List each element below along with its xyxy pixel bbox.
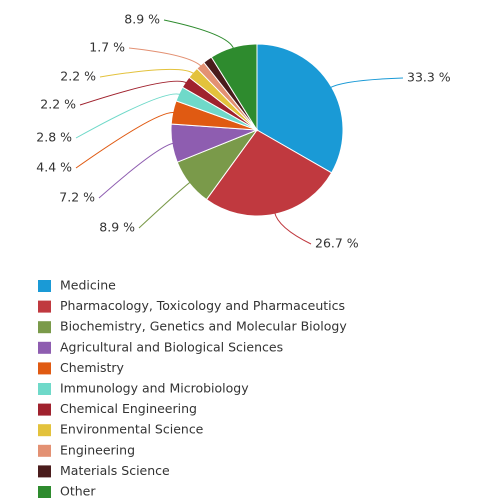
- legend-label: Medicine: [60, 278, 116, 293]
- legend-swatch: [38, 465, 51, 478]
- legend-label: Other: [60, 484, 96, 499]
- legend-label: Agricultural and Biological Sciences: [60, 339, 283, 354]
- leader-line: [329, 77, 404, 89]
- data-label: 33.3 %: [407, 70, 451, 85]
- data-label: 4.4 %: [36, 160, 72, 175]
- leader-line: [98, 142, 175, 199]
- legend-swatch: [38, 341, 51, 354]
- legend-swatch: [38, 424, 51, 437]
- leader-line: [138, 181, 192, 229]
- data-label: 1.7 %: [89, 40, 125, 55]
- legend-label: Biochemistry, Genetics and Molecular Bio…: [60, 319, 347, 334]
- leader-line: [128, 47, 203, 68]
- leader-line: [79, 80, 188, 106]
- data-label: 8.9 %: [124, 12, 160, 27]
- data-label: 26.7 %: [315, 236, 359, 251]
- legend-swatch: [38, 403, 51, 416]
- data-label: 2.2 %: [40, 97, 76, 112]
- legend-label: Chemical Engineering: [60, 401, 197, 416]
- legend-label: Immunology and Microbiology: [60, 381, 249, 396]
- legend-swatch: [38, 383, 51, 395]
- leader-line: [99, 68, 195, 78]
- legend-swatch: [38, 300, 51, 313]
- legend-label: Materials Science: [60, 463, 170, 478]
- legend-label: Environmental Science: [60, 422, 204, 437]
- legend-label: Engineering: [60, 442, 135, 457]
- legend-swatch: [38, 486, 51, 498]
- legend-swatch: [38, 444, 51, 457]
- legend-swatch: [38, 362, 51, 375]
- legend-label: Chemistry: [60, 360, 125, 375]
- leader-line: [163, 19, 235, 50]
- data-label: 2.2 %: [60, 69, 96, 84]
- leader-line: [75, 112, 175, 169]
- data-label: 2.8 %: [36, 130, 72, 145]
- data-label: 8.9 %: [99, 220, 135, 235]
- leader-line: [274, 212, 312, 245]
- leader-line: [75, 93, 181, 139]
- data-label: 7.2 %: [59, 190, 95, 205]
- legend-label: Pharmacology, Toxicology and Pharmaceuti…: [60, 298, 345, 313]
- legend-swatch: [38, 321, 51, 334]
- legend-swatch: [38, 280, 51, 292]
